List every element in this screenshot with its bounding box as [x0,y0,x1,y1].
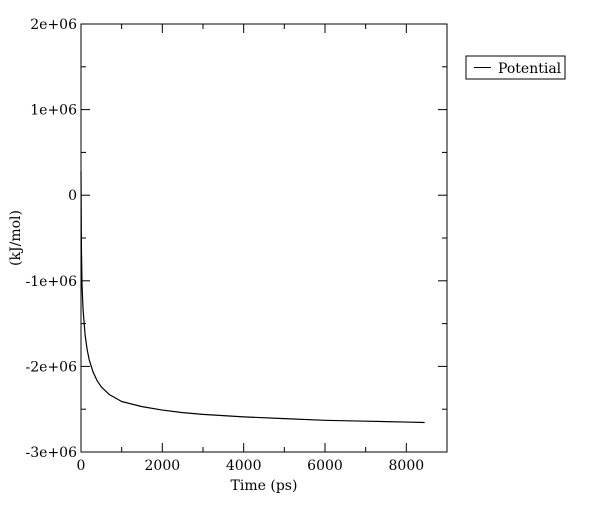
y-tick-label: 2e+06 [30,17,77,33]
plot-frame [80,23,448,453]
x-tick-label: 0 [77,458,86,474]
legend: Potential [465,55,566,80]
y-tick-label: 1e+06 [30,103,77,119]
y-tick-label: -1e+06 [26,274,78,290]
series-layer [80,171,425,424]
legend-box [465,55,566,80]
series-line-potential [80,171,425,424]
x-tick-label: 6000 [307,458,343,474]
y-tick-label: 0 [68,188,77,204]
legend-label-potential: Potential [498,61,562,77]
x-axis-title: Time (ps) [231,478,298,494]
x-tick-label: 8000 [389,458,425,474]
y-tick-label: -3e+06 [26,445,78,461]
x-tick-label: 2000 [145,458,181,474]
y-axis-title: (kJ/mol) [8,210,24,266]
x-tick-label: 4000 [226,458,262,474]
y-tick-label: -2e+06 [26,359,78,375]
